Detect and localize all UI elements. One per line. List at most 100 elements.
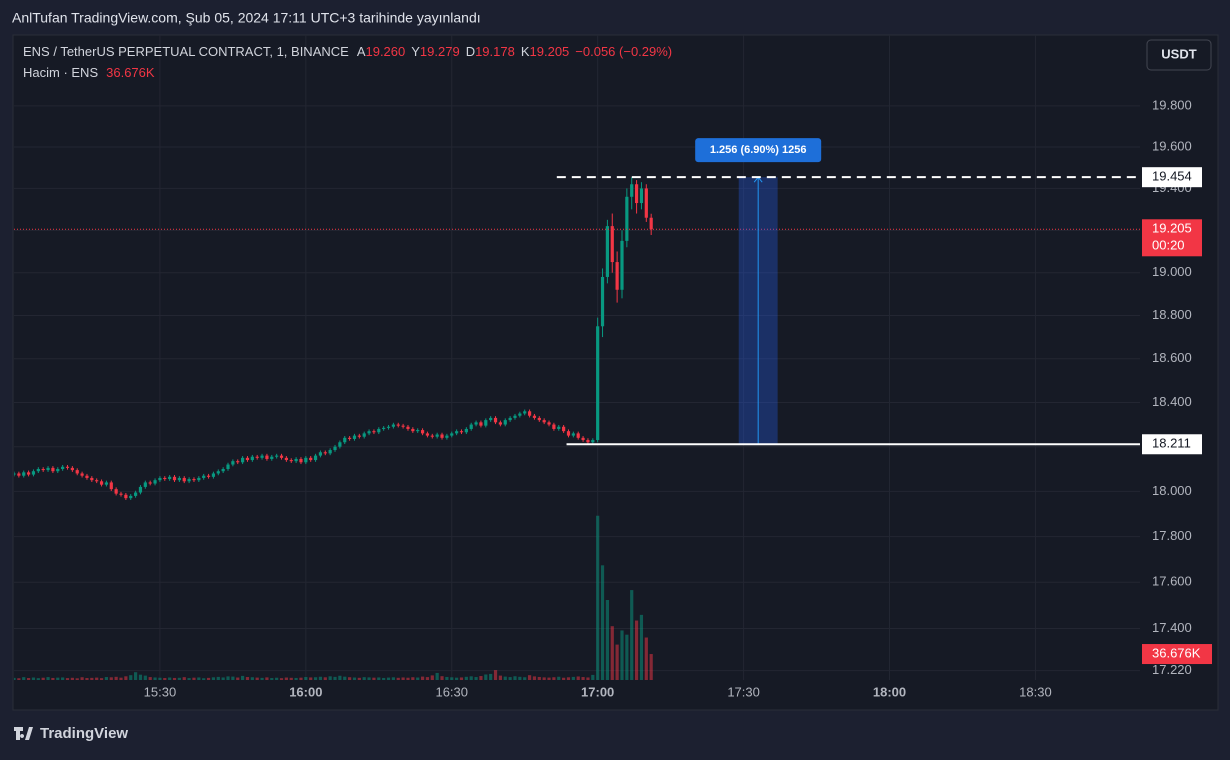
volume-legend: Hacim · ENS 36.676K <box>23 65 155 80</box>
volume-bar <box>391 677 395 680</box>
volume-bar <box>562 677 566 680</box>
volume-bar <box>352 677 357 680</box>
volume-bar <box>41 677 45 680</box>
candle-body <box>610 226 614 263</box>
volume-bar <box>508 677 512 680</box>
volume-bar <box>172 677 177 680</box>
candle-body <box>474 422 478 425</box>
volume-bar <box>450 677 454 680</box>
volume-bar <box>70 677 74 680</box>
candle-body <box>104 482 109 485</box>
volume-bar <box>265 677 269 680</box>
candle-body <box>226 464 230 469</box>
volume-bar <box>109 677 113 680</box>
candle-body <box>469 424 473 429</box>
volume-bar <box>557 676 561 680</box>
volume-bar <box>581 677 585 680</box>
candle-body <box>591 440 595 443</box>
candle-body <box>518 413 522 416</box>
candle-body <box>382 427 386 429</box>
volume-bar <box>31 677 36 680</box>
y-tick-label: 17.400 <box>1152 620 1192 635</box>
candle-body <box>275 455 279 457</box>
candle-body <box>172 476 177 481</box>
volume-bar <box>65 678 70 680</box>
volume-bar <box>177 677 181 680</box>
volume-bar <box>250 677 254 680</box>
candle-body <box>265 455 269 459</box>
grid <box>14 35 1140 680</box>
candle-body <box>411 428 415 432</box>
volume-bar <box>129 675 133 680</box>
chart-frame <box>12 34 1219 711</box>
currency[interactable]: USDT <box>1161 46 1196 61</box>
volume-bar <box>547 677 551 680</box>
currency-button[interactable] <box>1146 39 1212 71</box>
volume-bar <box>348 677 352 680</box>
volume-bar <box>75 678 79 680</box>
volume-bar <box>284 677 288 680</box>
volume-bar <box>527 675 532 680</box>
candle-body <box>124 494 128 499</box>
volume-bar <box>245 677 250 680</box>
countdown: 00:20 <box>1152 238 1185 253</box>
volume-bar <box>523 677 527 680</box>
candle-body <box>600 276 605 327</box>
candle-body <box>138 486 143 493</box>
candle-body <box>615 262 619 290</box>
volume-bar <box>630 590 634 680</box>
volume-bar <box>537 676 541 680</box>
y-tick-label: 17.220 <box>1152 662 1192 677</box>
ohlc-value: 19.279 <box>420 44 460 59</box>
volume-bar <box>61 677 65 680</box>
candle-body <box>26 472 31 475</box>
volume-bar <box>615 644 619 680</box>
candle-body <box>416 430 420 432</box>
candle-body <box>493 417 498 423</box>
measure-label: 1.256 (6.90%) 1256 <box>710 144 807 156</box>
candle-body <box>90 477 94 481</box>
volume-bar <box>576 676 580 680</box>
volume-bar <box>411 677 415 680</box>
candle-body <box>133 492 138 496</box>
volume-bar <box>279 678 284 680</box>
volume-bar <box>382 677 386 680</box>
candle-body <box>596 326 600 441</box>
candle-body <box>304 457 308 463</box>
candle-body <box>56 468 60 472</box>
volume-bar <box>333 676 337 680</box>
candle-body <box>309 457 313 461</box>
volume-bar <box>620 630 624 680</box>
candle-body <box>513 415 517 418</box>
volume-bar <box>260 677 264 680</box>
candle-body <box>372 431 376 433</box>
volume-bar <box>236 677 240 680</box>
volume-bar <box>406 677 410 680</box>
volume-bar <box>571 676 575 680</box>
candle-body <box>143 482 147 487</box>
candle-body <box>508 417 512 421</box>
candle-body <box>479 422 483 426</box>
volume-bar <box>503 676 507 680</box>
volume-bar <box>566 677 571 680</box>
logo-mark <box>14 727 33 740</box>
volume-bar <box>600 565 605 680</box>
volume-bar <box>372 677 376 680</box>
candle-body <box>192 479 196 481</box>
volume-bar <box>51 677 55 680</box>
candle-body <box>148 482 152 484</box>
volume-bar <box>22 677 26 680</box>
overlays: 1.256 (6.90%) 1256 <box>14 138 1140 446</box>
volume-bar <box>489 673 493 680</box>
candle-body <box>498 422 502 425</box>
volume-bar <box>182 677 186 680</box>
volume-bar <box>197 677 201 680</box>
volume-bar <box>625 634 629 680</box>
candle-body <box>250 456 254 461</box>
volume-bar <box>445 676 449 680</box>
ohlc-key: D <box>466 44 475 59</box>
y-tick-label: 18.400 <box>1152 394 1192 409</box>
candle-body <box>532 415 537 418</box>
candle-body <box>338 442 342 447</box>
volume-bar <box>202 678 206 680</box>
